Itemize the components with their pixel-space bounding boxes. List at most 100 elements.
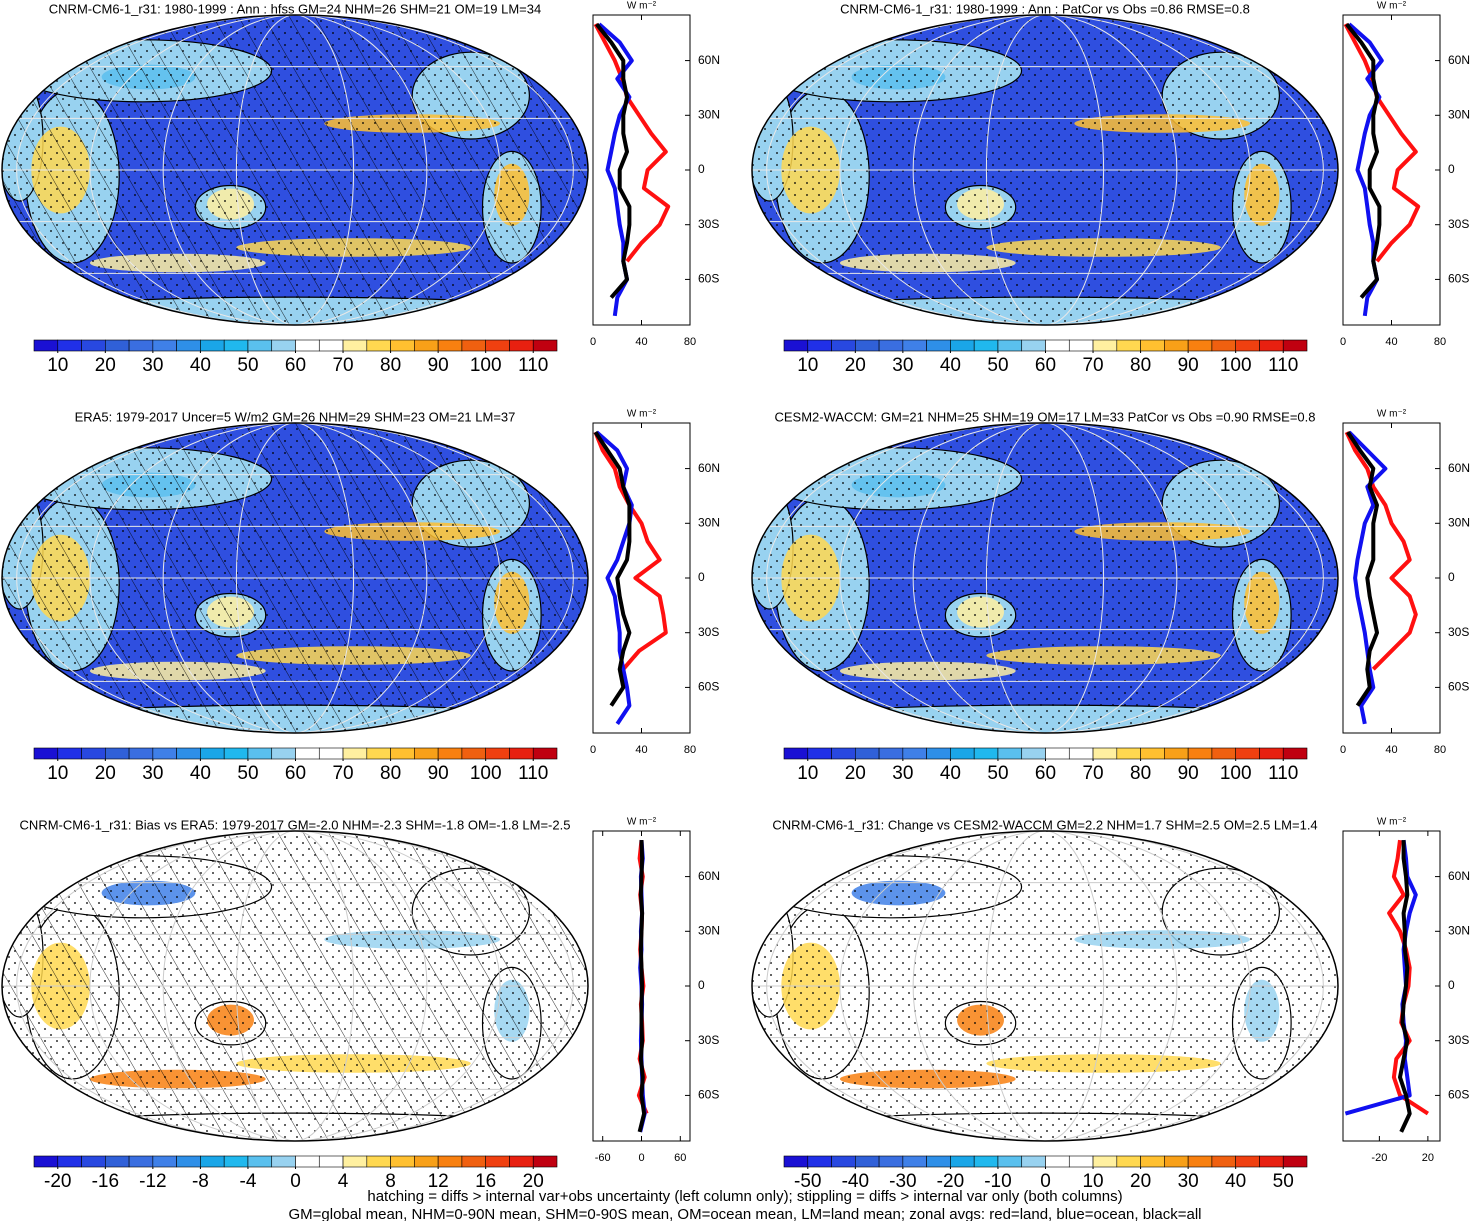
colorbar-box (437, 339, 463, 352)
colorbar-box (342, 339, 368, 352)
colorbar-label: 40 (190, 355, 211, 376)
colorbar-label: 10 (797, 763, 818, 784)
x-tick-label: 80 (684, 744, 696, 756)
x-tick-label: -60 (595, 1152, 611, 1164)
x-tick-label: 40 (1385, 744, 1397, 756)
colorbar-label: 100 (1220, 763, 1252, 784)
x-tick-label: 0 (590, 744, 596, 756)
colorbar-box (1116, 339, 1141, 352)
colorbar-label: 0 (1040, 1171, 1051, 1192)
colorbar-box (1187, 339, 1213, 352)
colorbar-label: 30 (892, 355, 913, 376)
colorbar-label: 50 (1273, 1171, 1294, 1192)
colorbar-label: 10 (47, 763, 68, 784)
colorbar-box (1282, 747, 1308, 760)
colorbar-label: 100 (470, 763, 502, 784)
graticule (766, 15, 1324, 325)
colorbar-box (807, 339, 832, 352)
colorbar-box (532, 339, 558, 352)
map-border (1, 830, 589, 1142)
colorbar-label: 20 (1130, 1171, 1151, 1192)
colorbar-label: 20 (523, 1171, 544, 1192)
colorbar-label: 100 (1220, 355, 1252, 376)
zonal-line (1387, 839, 1429, 1116)
colorbar-box (1282, 1155, 1308, 1168)
colorbar-box (973, 747, 999, 760)
y-tick-label: 60S (1448, 1088, 1469, 1102)
colorbar-box (461, 339, 486, 352)
x-tick-label: 80 (684, 336, 696, 348)
zonal-unit: W m⁻² (627, 817, 657, 828)
x-tick-label: 0 (1340, 744, 1346, 756)
footnote: GM=global mean, NHM=0-90N mean, SHM=0-90… (288, 1206, 1201, 1221)
colorbar-box (926, 339, 951, 352)
colorbar-box (271, 1155, 296, 1168)
colorbar-label: 70 (332, 355, 353, 376)
colorbar-box (902, 339, 927, 352)
graticule (16, 15, 574, 325)
colorbar-box (105, 747, 130, 760)
colorbar-label: 60 (285, 763, 306, 784)
footnote: hatching = diffs > internal var+obs unce… (367, 1188, 1122, 1205)
colorbar-label: 4 (338, 1171, 349, 1192)
colorbar-box (271, 747, 296, 760)
colorbar-box (997, 339, 1023, 352)
panel-title: ERA5: 1979-2017 Uncer=5 W/m2 GM=26 NHM=2… (75, 409, 516, 424)
colorbar-box (437, 747, 463, 760)
colorbar-label: 16 (475, 1171, 496, 1192)
colorbar-box (855, 339, 880, 352)
panel-title: CESM2-WACCM: GM=21 NHM=25 SHM=19 OM=17 L… (774, 409, 1315, 424)
colorbar-box (318, 339, 344, 352)
colorbar-box (461, 1155, 486, 1168)
colorbar-box (271, 339, 296, 352)
colorbar-label: 50 (987, 355, 1008, 376)
zonal-line (1398, 840, 1412, 1133)
y-tick-label: 60N (1448, 53, 1470, 67)
colorbar-label: -12 (139, 1171, 166, 1192)
colorbar-box (200, 339, 225, 352)
colorbar-label: 50 (237, 763, 258, 784)
graticule (839, 423, 1251, 733)
colorbar-box (1164, 747, 1189, 760)
y-tick-label: 30S (1448, 1033, 1469, 1047)
colorbar-box (1068, 1155, 1094, 1168)
colorbar-label: 90 (428, 355, 449, 376)
colorbar-box (200, 747, 225, 760)
colorbar-label: 8 (385, 1171, 396, 1192)
colorbar-label: 0 (290, 1171, 301, 1192)
y-tick-label: 0 (698, 162, 705, 176)
graticule (162, 831, 428, 1141)
y-tick-label: 0 (1448, 162, 1455, 176)
colorbar-box (831, 1155, 856, 1168)
colorbar-box (295, 339, 320, 352)
colorbar-label: -10 (984, 1171, 1011, 1192)
colorbar-label: -20 (44, 1171, 71, 1192)
x-tick-label: 60 (674, 1152, 686, 1164)
colorbar-box (200, 1155, 225, 1168)
colorbar-label: 40 (940, 763, 961, 784)
y-tick-label: 30N (1448, 107, 1470, 121)
y-tick-label: 0 (698, 570, 705, 584)
colorbar-box (878, 339, 904, 352)
colorbar-box (1187, 747, 1213, 760)
colorbar-box (1092, 1155, 1118, 1168)
zonal-line (1346, 430, 1379, 707)
graticule (16, 831, 574, 1141)
panel-title: CNRM-CM6-1_r31: Change vs CESM2-WACCM GM… (772, 817, 1317, 832)
colorbar-box (33, 1155, 59, 1168)
colorbar-label: 60 (1035, 763, 1056, 784)
colorbar-box (997, 1155, 1023, 1168)
graticule (839, 831, 1251, 1141)
zonal-line (595, 22, 632, 299)
graticule (912, 423, 1178, 733)
colorbar-box (1045, 339, 1070, 352)
colorbar-box (414, 339, 439, 352)
colorbar-label: 80 (380, 763, 401, 784)
colorbar-box (973, 339, 999, 352)
colorbar-box (414, 747, 439, 760)
map (2, 15, 588, 325)
graticule (912, 15, 1178, 325)
y-tick-label: 60S (698, 1088, 719, 1102)
y-tick-label: 60S (1448, 680, 1469, 694)
colorbar-box (783, 747, 809, 760)
